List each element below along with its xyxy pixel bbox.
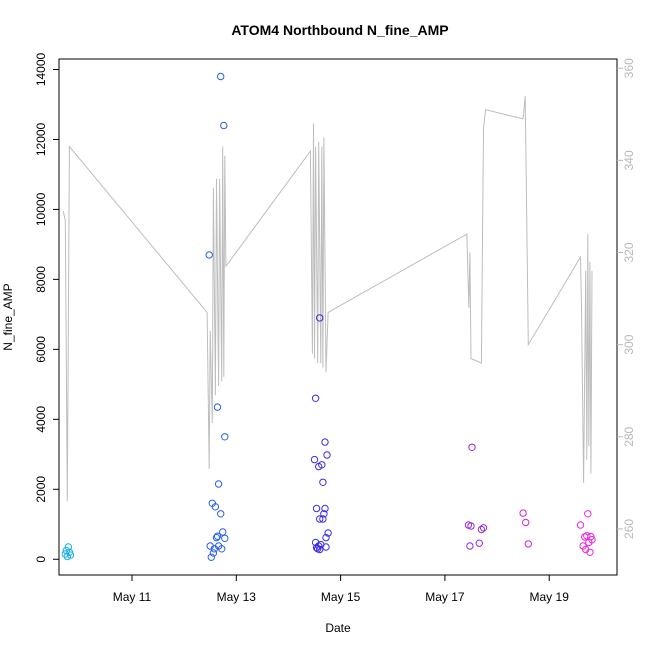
y2-tick-label-5: 360 xyxy=(622,58,636,78)
data-point-5-4 xyxy=(583,532,591,540)
data-point-2-13 xyxy=(320,510,328,518)
data-point-1-4 xyxy=(209,549,218,557)
y-tick-label-3: 6000 xyxy=(34,336,48,363)
data-point-5-8 xyxy=(587,532,595,541)
data-point-5-9 xyxy=(588,536,596,544)
data-point-3-3 xyxy=(468,443,476,451)
data-point-2-1 xyxy=(311,394,320,402)
data-point-1-2 xyxy=(207,553,216,561)
data-point-0-0 xyxy=(61,550,70,558)
data-point-4-1 xyxy=(522,518,530,527)
data-point-2-12 xyxy=(319,515,327,523)
y-tick-label-0: 0 xyxy=(34,556,48,563)
y2-tick-label-2: 300 xyxy=(622,334,636,354)
data-point-5-7 xyxy=(586,548,594,556)
data-point-3-6 xyxy=(479,524,488,532)
data-point-2-21 xyxy=(315,542,323,550)
data-point-1-14 xyxy=(218,545,226,553)
data-point-1-6 xyxy=(211,503,220,511)
data-point-2-16 xyxy=(322,533,330,542)
y2-tick-label-4: 340 xyxy=(622,150,636,170)
data-point-1-8 xyxy=(213,403,222,411)
y-tick-label-6: 12000 xyxy=(34,122,48,156)
data-point-1-13 xyxy=(217,510,225,518)
data-point-2-18 xyxy=(323,451,331,459)
chart-title: ATOM4 Northbound N_fine_AMP xyxy=(231,22,448,38)
y-tick-label-5: 10000 xyxy=(34,192,48,226)
data-point-5-5 xyxy=(584,510,592,518)
data-point-2-15 xyxy=(321,438,329,446)
data-point-1-10 xyxy=(214,480,223,488)
data-point-3-1 xyxy=(466,542,474,550)
data-point-4-0 xyxy=(519,509,527,517)
y-tick-label-2: 4000 xyxy=(34,406,48,433)
x-axis-label: Date xyxy=(325,621,351,635)
y-tick-label-7: 14000 xyxy=(34,52,48,86)
plot-frame xyxy=(58,58,618,576)
x-tick-label-1: May 13 xyxy=(217,590,257,604)
scatter-points-layer xyxy=(61,72,596,561)
data-point-3-2 xyxy=(467,522,475,530)
x-tick-label-4: May 19 xyxy=(530,590,570,604)
y-axis-left: 0 2000 4000 6000 8000 10000 12000 14000 xyxy=(34,52,59,563)
data-point-2-11 xyxy=(319,478,327,486)
data-point-2-14 xyxy=(321,504,329,513)
data-point-1-16 xyxy=(220,121,228,130)
series-line-6 xyxy=(62,95,593,502)
data-point-2-7 xyxy=(316,314,324,322)
right-axis-line-layer xyxy=(62,95,593,502)
data-point-1-18 xyxy=(221,534,229,542)
y-axis-right: 260 280 300 320 340 360 xyxy=(617,58,636,539)
data-point-2-19 xyxy=(324,529,332,537)
data-point-2-3 xyxy=(312,504,321,513)
x-tick-label-0: May 11 xyxy=(113,590,152,604)
data-point-3-4 xyxy=(475,539,483,547)
data-point-1-17 xyxy=(221,433,229,441)
data-point-1-15 xyxy=(219,528,227,536)
y2-tick-label-1: 280 xyxy=(622,426,636,446)
data-point-1-7 xyxy=(212,533,221,542)
data-point-3-5 xyxy=(477,525,486,534)
data-point-4-2 xyxy=(524,540,532,548)
data-point-0-3 xyxy=(64,543,73,551)
data-point-0-5 xyxy=(66,551,75,559)
data-point-2-0 xyxy=(310,455,319,464)
y2-tick-label-3: 320 xyxy=(622,242,636,262)
data-point-1-0 xyxy=(205,251,213,259)
data-point-5-0 xyxy=(576,521,585,529)
data-point-2-17 xyxy=(322,543,330,551)
data-point-2-8 xyxy=(316,515,324,523)
y-tick-label-4: 8000 xyxy=(34,266,48,293)
x-tick-label-3: May 17 xyxy=(425,590,465,604)
x-tick-label-2: May 15 xyxy=(321,590,361,604)
data-point-2-10 xyxy=(318,461,326,469)
y2-tick-label-0: 260 xyxy=(622,519,636,539)
data-point-1-9 xyxy=(213,532,222,540)
data-point-1-12 xyxy=(217,72,225,81)
y-tick-label-1: 2000 xyxy=(34,476,48,503)
x-axis: May 11 May 13 May 15 May 17 May 19 xyxy=(113,575,569,604)
data-point-2-20 xyxy=(316,545,324,554)
y-axis-label: N_fine_AMP xyxy=(1,283,15,350)
